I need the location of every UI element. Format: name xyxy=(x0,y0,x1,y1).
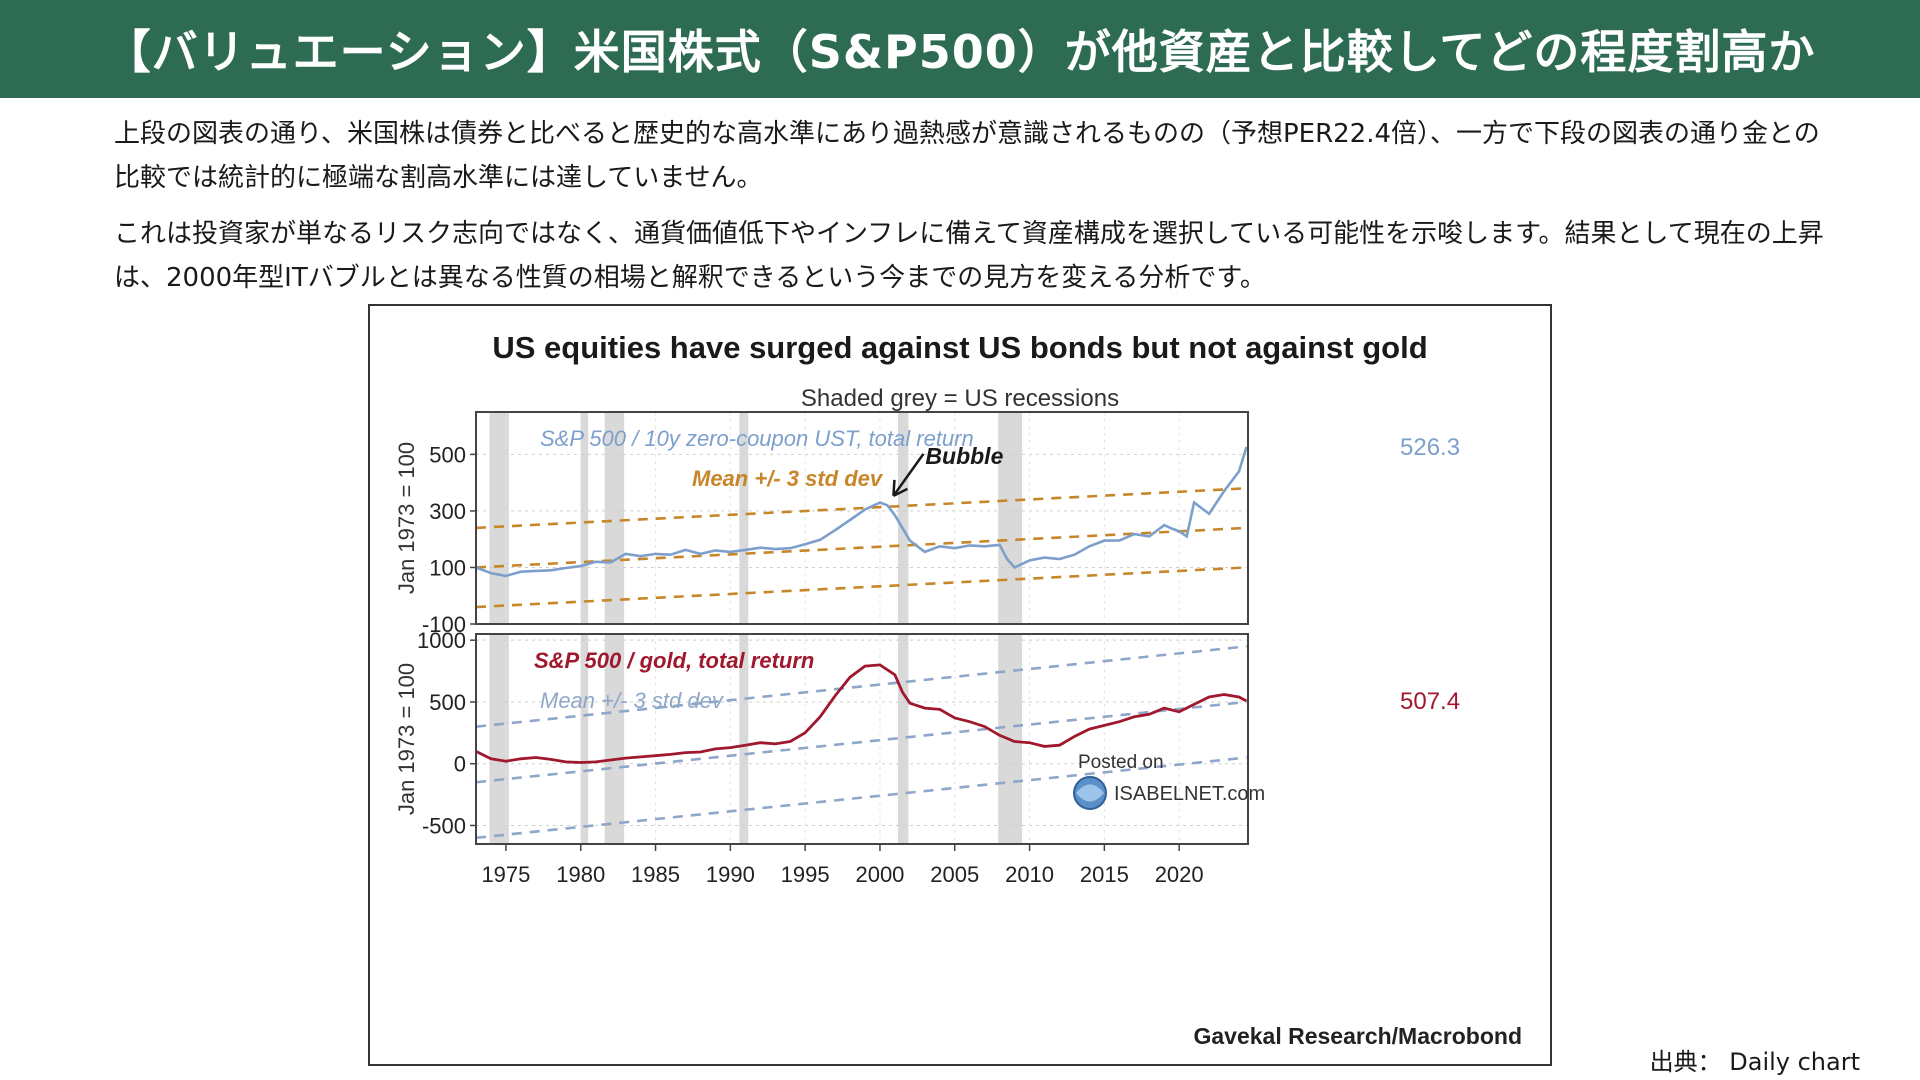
panel-frame-bottom xyxy=(475,633,1249,845)
y-tick-label-bot-2: 0 xyxy=(454,752,466,777)
recession-bar-top-1 xyxy=(580,412,589,624)
chart-subtitle: Shaded grey = US recessions xyxy=(801,385,1119,412)
watermark: Posted on ISABELNET.com xyxy=(1073,752,1265,810)
watermark-line2: ISABELNET.com xyxy=(1114,783,1265,805)
bottom-panel: 1000 500 0 -500 Jan 1973 = 100 S&P 500 / go… xyxy=(394,628,1460,845)
series-line-sp500-bonds xyxy=(475,446,1248,578)
x-tick-label-6: 2005 xyxy=(930,862,979,887)
chart-credit: Gavekal Research/Macrobond xyxy=(1193,1023,1522,1049)
y-axis-label-bottom: Jan 1973 = 100 xyxy=(394,663,419,815)
x-axis-ticks: 1975 1980 1985 1990 1995 2000 2005 2010 2015 2020 xyxy=(481,844,1204,887)
y-tick-label-top-2: 100 xyxy=(429,555,466,580)
recession-bar-bot-2 xyxy=(604,634,625,844)
recession-bar-top-4 xyxy=(897,412,909,624)
x-tick-label-5: 2000 xyxy=(855,862,904,887)
recession-shading-top xyxy=(489,412,1023,624)
x-tick-label-9: 2020 xyxy=(1155,862,1204,887)
last-value-label-bottom: 507.4 xyxy=(1400,688,1460,715)
legend-band-top: Mean +/- 3 std dev xyxy=(692,466,884,491)
legend-series-bottom: S&P 500 / gold, total return xyxy=(534,648,814,673)
y-axis-ticks-bottom: 1000 500 0 -500 xyxy=(417,628,476,838)
series-line-sp500-gold xyxy=(475,663,1248,764)
x-tick-label-0: 1975 xyxy=(481,862,530,887)
source-credit: 出典： Daily chart xyxy=(1649,1048,1860,1076)
paragraph-1: 上段の図表の通り、米国株は債券と比べると歴史的な高水準にあり過熱感が意識されるも… xyxy=(114,119,1820,193)
band-line-top-0 xyxy=(475,566,1247,609)
chart-title: US equities have surged against US bonds… xyxy=(492,330,1427,365)
annotation-bubble: Bubble xyxy=(925,443,1003,469)
recession-bar-top-3 xyxy=(739,412,749,624)
y-tick-label-bot-0: 1000 xyxy=(417,628,466,653)
x-tick-label-2: 1985 xyxy=(631,862,680,887)
x-tick-label-4: 1995 xyxy=(781,862,830,887)
x-tick-label-8: 2015 xyxy=(1080,862,1129,887)
band-line-bot-1 xyxy=(475,700,1247,784)
y-tick-label-bot-3: -500 xyxy=(422,813,466,838)
band-lines-bottom xyxy=(475,645,1247,840)
recession-bar-bot-4 xyxy=(897,634,909,844)
top-panel: 500 300 100 -100 Jan 1973 = 100 S&P 500 / 1… xyxy=(394,411,1460,637)
recession-bar-top-5 xyxy=(998,412,1023,624)
x-tick-label-1: 1980 xyxy=(556,862,605,887)
band-line-top-1 xyxy=(475,526,1247,569)
y-tick-label-top-3: -100 xyxy=(422,612,466,637)
paragraph-2: これは投資家が単なるリスク志向ではなく、通貨価値低下やインフレに備えて資産構成を… xyxy=(114,219,1824,293)
band-line-bot-2 xyxy=(475,645,1247,728)
legend-series-top: S&P 500 / 10y zero-coupon UST, total ret… xyxy=(540,426,974,451)
y-tick-label-bot-1: 500 xyxy=(429,690,466,715)
recession-bar-bot-0 xyxy=(489,634,509,844)
recession-bar-bot-3 xyxy=(739,634,749,844)
y-axis-label-top: Jan 1973 = 100 xyxy=(394,442,419,594)
annotation-arrow xyxy=(892,453,925,497)
page-title: 【バリュエーション】米国株式（S&P500）が他資産と比較してどの程度割高か xyxy=(0,0,1920,98)
panel-frame-top xyxy=(475,411,1249,625)
band-line-bot-0 xyxy=(475,756,1247,840)
band-line-top-2 xyxy=(475,487,1247,530)
x-tick-label-7: 2010 xyxy=(1005,862,1054,887)
chart-svg: US equities have surged against US bonds… xyxy=(394,330,1522,1049)
chart-figure: US equities have surged against US bonds… xyxy=(368,304,1552,1066)
x-tick-label-3: 1990 xyxy=(706,862,755,887)
band-lines-top xyxy=(475,487,1247,609)
watermark-line1: Posted on xyxy=(1078,752,1164,773)
recession-shading-bottom xyxy=(489,634,1023,844)
y-tick-label-top-0: 500 xyxy=(429,442,466,467)
recession-bar-top-2 xyxy=(604,412,625,624)
globe-icon-detail xyxy=(1076,784,1104,802)
recession-bar-bot-1 xyxy=(580,634,589,844)
y-axis-ticks-top: 500 300 100 -100 xyxy=(422,442,476,637)
recession-bar-top-0 xyxy=(489,412,509,624)
body-text: 上段の図表の通り、米国株は債券と比べると歴史的な高水準にあり過熱感が意識されるも… xyxy=(114,112,1834,312)
last-value-label-top: 526.3 xyxy=(1400,434,1460,461)
y-tick-label-top-1: 300 xyxy=(429,499,466,524)
legend-band-bottom: Mean +/- 3 std dev xyxy=(540,688,725,713)
